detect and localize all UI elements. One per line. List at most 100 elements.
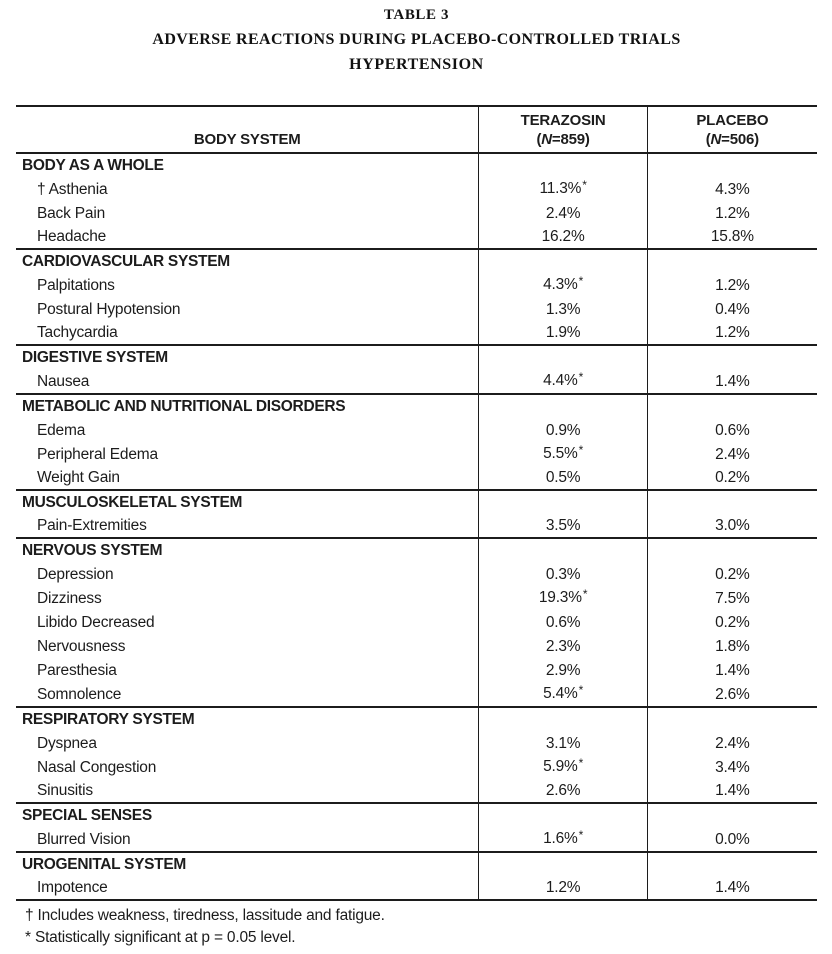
table-row: Impotence 1.2% 1.4% (16, 876, 817, 900)
table-header: BODY SYSTEM TERAZOSIN (N=859) PLACEBO (N… (16, 106, 817, 154)
section-header-label: METABOLIC AND NUTRITIONAL DISORDERS (16, 393, 479, 418)
placebo-header-label: PLACEBO (696, 112, 769, 129)
reaction-label: Depression (37, 565, 114, 583)
table-row: Peripheral Edema 5.5%* 2.4% (16, 442, 817, 466)
value-cell: 0.0% (646, 827, 817, 852)
value-cell: 1.4% (646, 369, 817, 394)
empty-cell (478, 851, 648, 876)
value-cell: 0.2% (646, 562, 817, 586)
reaction-label: Weight Gain (37, 469, 120, 486)
empty-cell (646, 802, 817, 827)
value-cell: 1.2% (646, 321, 817, 345)
table-row: Nervousness 2.3% 1.8% (16, 634, 817, 658)
section-header-row: MUSCULOSKELETAL SYSTEM (16, 489, 817, 514)
value-cell: 2.6% (478, 779, 648, 803)
table-row: Headache 16.2% 15.8% (16, 225, 817, 249)
value-cell: 2.4% (646, 731, 817, 755)
section-header-row: DIGESTIVE SYSTEM (16, 344, 817, 369)
value-cell: 4.3%* (478, 273, 648, 297)
value-cell: 3.5% (478, 514, 648, 538)
column-header-terazosin: TERAZOSIN (N=859) (478, 106, 648, 154)
table-row: Postural Hypotension 1.3% 0.4% (16, 297, 817, 321)
reaction-label: Peripheral Edema (37, 445, 158, 463)
empty-cell (478, 344, 648, 369)
table-row: Edema 0.9% 0.6% (16, 418, 817, 442)
value-cell: 0.4% (646, 297, 817, 321)
value-cell: 2.6% (646, 682, 817, 707)
value-cell: 1.6%* (478, 827, 648, 852)
value-cell: 2.4% (646, 442, 817, 466)
significance-asterisk: * (578, 443, 584, 457)
section-header-label: SPECIAL SENSES (16, 802, 479, 827)
reaction-label: † Asthenia (37, 180, 108, 198)
value-cell: 4.3% (646, 177, 817, 201)
value-cell: 5.5%* (478, 442, 648, 466)
section-header-label: UROGENITAL SYSTEM (16, 851, 479, 876)
value-cell: 1.2% (646, 273, 817, 297)
placebo-n-count: (N=506) (705, 131, 759, 148)
value-cell: 19.3%* (478, 586, 648, 610)
column-header-placebo: PLACEBO (N=506) (646, 106, 817, 154)
empty-cell (478, 248, 648, 273)
section-header-label: NERVOUS SYSTEM (16, 537, 479, 562)
value-cell: 4.4%* (478, 369, 648, 394)
significance-asterisk: * (578, 274, 584, 288)
empty-cell (478, 489, 648, 514)
reaction-label: Palpitations (37, 276, 115, 294)
reaction-label: Pain-Extremities (37, 517, 147, 534)
section-header-label: DIGESTIVE SYSTEM (16, 344, 479, 369)
reaction-label: Somnolence (37, 685, 122, 703)
section-header-row: UROGENITAL SYSTEM (16, 851, 817, 876)
value-cell: 3.1% (478, 731, 648, 755)
empty-cell (646, 489, 817, 514)
table-row: Tachycardia 1.9% 1.2% (16, 321, 817, 345)
section-header-row: SPECIAL SENSES (16, 802, 817, 827)
empty-cell (478, 802, 648, 827)
value-cell: 0.6% (646, 418, 817, 442)
section-header-row: METABOLIC AND NUTRITIONAL DISORDERS (16, 393, 817, 418)
empty-cell (646, 706, 817, 731)
reaction-label: Nasal Congestion (37, 758, 157, 776)
value-cell: 5.9%* (478, 755, 648, 779)
section-header-label: BODY AS A WHOLE (22, 157, 164, 174)
table-row: Somnolence 5.4%* 2.6% (16, 682, 817, 707)
significance-asterisk: * (578, 683, 584, 697)
table-subtitle: HYPERTENSION (349, 56, 484, 73)
section-header-row: BODY AS A WHOLE (16, 153, 817, 177)
section-header-row: CARDIOVASCULAR SYSTEM (16, 248, 817, 273)
column-header-body-system: BODY SYSTEM (16, 106, 479, 154)
header-row: BODY SYSTEM TERAZOSIN (N=859) PLACEBO (N… (16, 106, 817, 154)
terazosin-header-label: TERAZOSIN (520, 112, 606, 129)
reaction-label: Paresthesia (37, 661, 117, 679)
empty-cell (646, 344, 817, 369)
value-cell: 5.4%* (478, 682, 648, 707)
empty-cell (478, 393, 648, 418)
value-cell: 15.8% (646, 225, 817, 249)
table-row: Back Pain 2.4% 1.2% (16, 201, 817, 225)
table-row: Depression 0.3% 0.2% (16, 562, 817, 586)
section-header-label: RESPIRATORY SYSTEM (16, 706, 479, 731)
adverse-reactions-table: BODY SYSTEM TERAZOSIN (N=859) PLACEBO (N… (16, 105, 817, 901)
table-row: Palpitations 4.3%* 1.2% (16, 273, 817, 297)
value-cell: 1.2% (646, 201, 817, 225)
reaction-label: Sinusitis (37, 782, 93, 799)
significance-asterisk: * (582, 178, 587, 192)
table-row: Nasal Congestion 5.9%* 3.4% (16, 755, 817, 779)
document-title: TABLE 3 ADVERSE REACTIONS DURING PLACEBO… (16, 5, 817, 74)
value-cell: 1.4% (646, 658, 817, 682)
reaction-label: Nervousness (37, 637, 126, 655)
value-cell: 0.2% (646, 610, 817, 634)
table-body: BODY AS A WHOLE † Asthenia 11.3%* 4.3% Back … (16, 153, 817, 900)
value-cell: 7.5% (646, 586, 817, 610)
footnote-asterisk: * Statistically significant at p = 0.05 … (25, 929, 296, 946)
table-row: † Asthenia 11.3%* 4.3% (16, 177, 817, 201)
empty-cell (646, 537, 817, 562)
value-cell: 2.4% (478, 201, 648, 225)
reaction-label: Blurred Vision (37, 830, 131, 848)
table-title: ADVERSE REACTIONS DURING PLACEBO-CONTROL… (152, 31, 681, 48)
table-row: Blurred Vision 1.6%* 0.0% (16, 827, 817, 852)
table-row: Weight Gain 0.5% 0.2% (16, 466, 817, 490)
empty-cell (478, 537, 648, 562)
table-row: Paresthesia 2.9% 1.4% (16, 658, 817, 682)
reaction-label: Impotence (37, 879, 108, 896)
